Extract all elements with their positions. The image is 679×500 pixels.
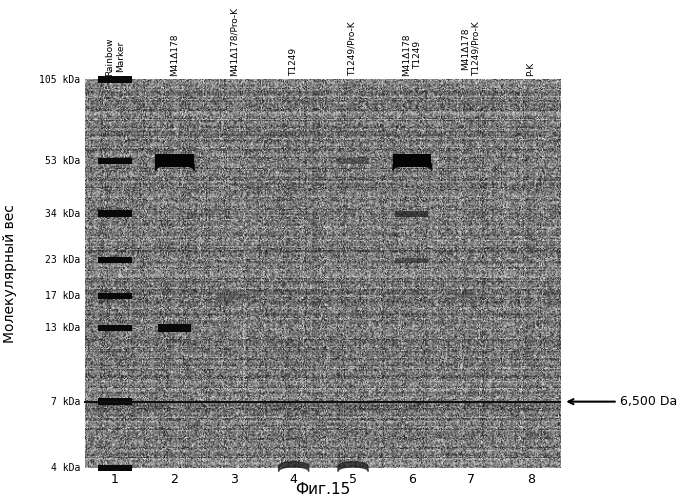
Bar	[98, 158, 132, 164]
Bar	[455, 294, 488, 298]
Text: 13 kDa: 13 kDa	[45, 323, 81, 333]
Text: Молекулярный вес: Молекулярный вес	[3, 204, 17, 344]
Bar	[98, 76, 132, 83]
Text: 7 kDa: 7 kDa	[51, 396, 81, 406]
Text: 6,500 Da: 6,500 Da	[568, 395, 678, 408]
Text: 17 kDa: 17 kDa	[45, 291, 81, 301]
Text: 4: 4	[289, 472, 297, 486]
Text: T1249/Pro-K: T1249/Pro-K	[348, 22, 357, 76]
Text: M41Δ178/Pro-K: M41Δ178/Pro-K	[230, 7, 238, 76]
Text: 6: 6	[408, 472, 416, 486]
Text: 5: 5	[348, 472, 356, 486]
Bar	[395, 258, 428, 262]
Bar	[392, 154, 431, 168]
Text: 4 kDa: 4 kDa	[51, 463, 81, 473]
Bar	[98, 210, 132, 217]
Text: 1: 1	[111, 472, 119, 486]
Bar	[98, 293, 132, 300]
Text: Фиг.15: Фиг.15	[295, 482, 350, 497]
Bar	[98, 257, 132, 264]
Text: 3: 3	[230, 472, 238, 486]
Bar	[98, 324, 132, 332]
Text: 53 kDa: 53 kDa	[45, 156, 81, 166]
Bar	[336, 158, 369, 164]
Bar	[98, 398, 132, 405]
Text: M41Δ178: M41Δ178	[170, 34, 179, 76]
Text: T1249: T1249	[289, 48, 297, 76]
Text: 7: 7	[467, 472, 475, 486]
Bar	[217, 294, 251, 298]
Text: 34 kDa: 34 kDa	[45, 208, 81, 218]
Text: 23 kDa: 23 kDa	[45, 255, 81, 265]
Bar	[155, 154, 194, 168]
Text: 2: 2	[170, 472, 179, 486]
Bar	[98, 465, 132, 471]
Bar	[395, 210, 428, 216]
Text: M41Δ178
T1249/Pro-K: M41Δ178 T1249/Pro-K	[462, 22, 481, 76]
Text: M41Δ178
T1249: M41Δ178 T1249	[402, 34, 422, 76]
Text: Rainbow
Marker: Rainbow Marker	[105, 38, 125, 76]
Text: 8: 8	[527, 472, 534, 486]
Bar	[158, 324, 191, 332]
Text: P-K: P-K	[526, 62, 535, 76]
Text: 105 kDa: 105 kDa	[39, 74, 81, 85]
